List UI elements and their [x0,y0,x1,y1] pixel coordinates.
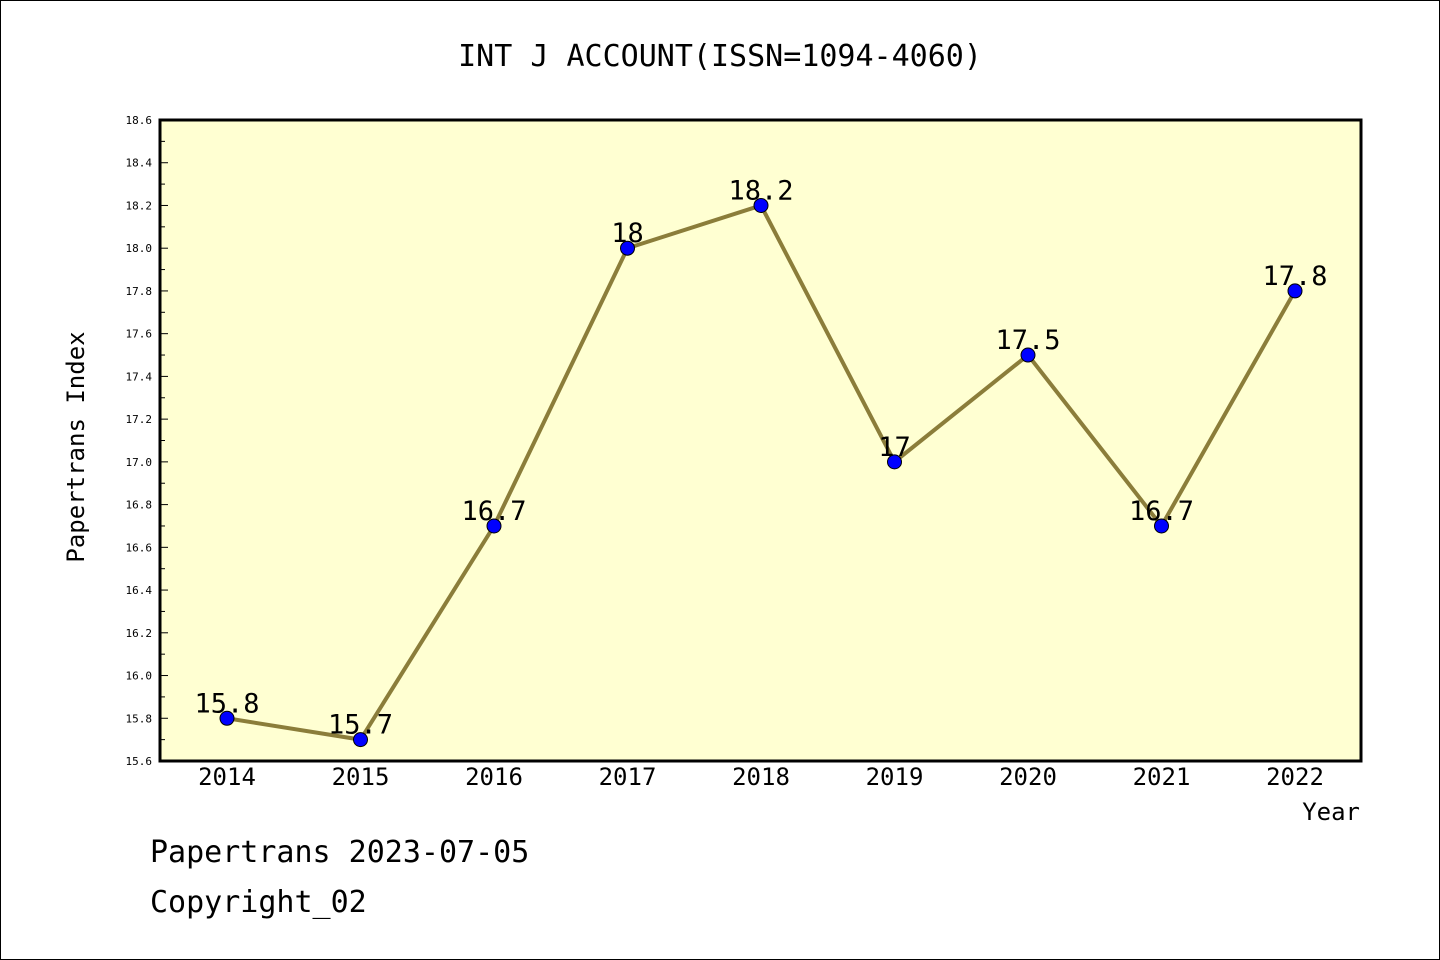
data-point [353,732,368,748]
x-tick-label: 2018 [732,763,790,791]
data-label: 15.8 [194,688,259,719]
data-label: 15.7 [328,710,393,741]
y-axis: 15.6 15.8 16.0 16.2 16.4 16.6 16.8 17.0 17.2 17.4… [126,114,168,768]
footer-copyright: Copyright_02 [150,885,367,920]
chart-title: INT J ACCOUNT(ISSN=1094-4060) [458,39,982,74]
data-label: 18 [611,218,644,249]
y-tick-label: 16.4 [126,584,153,597]
data-label: 18.2 [728,175,793,206]
y-axis-label: Papertrans Index [62,331,90,562]
x-tick-label: 2016 [465,763,523,791]
y-tick-label: 17.2 [126,413,153,426]
data-label: 16.7 [461,496,526,527]
data-points [219,197,1303,748]
plot-area [158,118,1363,763]
data-point [486,518,502,534]
x-tick-label: 2021 [1133,763,1191,791]
y-tick-label: 17.6 [126,328,153,341]
y-tick-label: 18.2 [126,199,153,212]
y-tick-label: 17.0 [126,456,153,469]
y-tick-label: 18.0 [126,242,153,255]
data-point [620,240,635,256]
data-label: 17.5 [995,325,1060,356]
x-axis: 2014 2015 2016 2017 2018 2019 2020 2021 2022 [198,763,1324,791]
x-tick-label: 2017 [599,763,657,791]
y-tick-label: 18.4 [126,157,153,170]
data-point [753,197,769,213]
y-tick-label: 16.2 [126,627,153,640]
y-tick-label: 17.8 [126,285,153,298]
y-tick-label: 16.0 [126,670,153,683]
data-point [1020,347,1036,363]
y-tick-label: 15.8 [126,712,153,725]
data-label: 17.8 [1262,261,1327,292]
data-point [219,710,235,726]
x-tick-label: 2020 [999,763,1057,791]
x-tick-label: 2015 [332,763,390,791]
y-tick-label: 15.6 [126,755,153,768]
x-tick-label: 2019 [866,763,924,791]
data-point [1154,518,1169,534]
y-tick-label: 18.6 [126,114,153,127]
x-tick-label: 2014 [198,763,256,791]
y-tick-label: 16.6 [126,541,153,554]
data-labels: 15.8 15.7 16.7 18 18.2 17 17.5 16.7 17.8 [194,175,1327,740]
data-point [887,454,902,470]
y-tick-label: 16.8 [126,499,153,512]
y-tick-label: 17.4 [126,370,153,383]
data-label: 17 [878,432,911,463]
x-tick-label: 2022 [1266,763,1324,791]
x-axis-label: Year [1302,798,1360,826]
data-point [1287,283,1303,299]
data-label: 16.7 [1129,496,1194,527]
footer-date: Papertrans 2023-07-05 [150,835,530,870]
